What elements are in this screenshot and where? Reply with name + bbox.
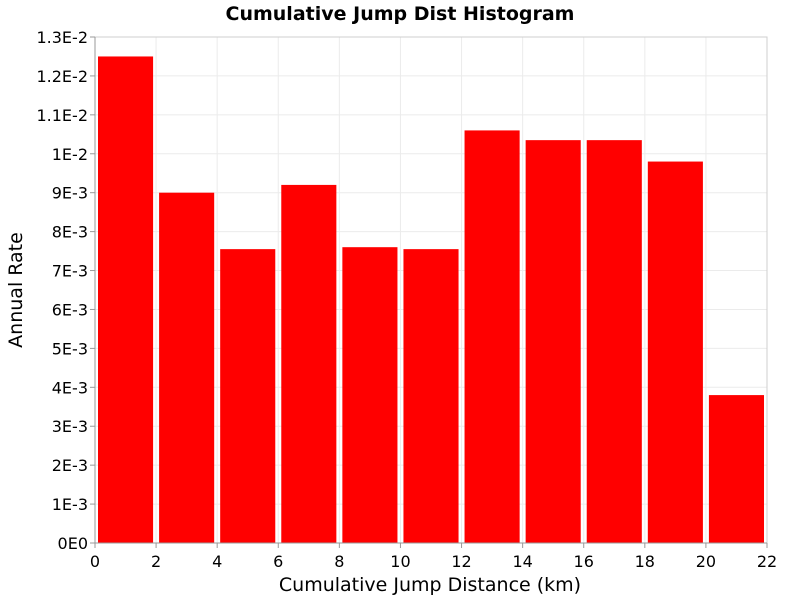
histogram-bar — [525, 140, 581, 543]
y-axis-label: Annual Rate — [5, 232, 27, 348]
y-tick-label: 6E-3 — [52, 300, 88, 319]
y-tick-label: 9E-3 — [52, 184, 88, 203]
histogram-bar — [281, 184, 337, 543]
bar-layer — [98, 56, 764, 544]
x-tick-label: 14 — [512, 552, 532, 571]
y-tick-label: 7E-3 — [52, 262, 88, 281]
x-tick-label: 0 — [90, 552, 100, 571]
y-tick-label: 4E-3 — [52, 378, 88, 397]
y-tick-label: 1E-2 — [52, 145, 88, 164]
y-tick-label: 1.2E-2 — [36, 67, 88, 86]
y-tick-label: 0E0 — [58, 534, 88, 553]
y-tick-label: 1.3E-2 — [36, 28, 88, 47]
x-tick-label: 18 — [635, 552, 655, 571]
x-tick-label: 12 — [451, 552, 471, 571]
y-tick-label: 8E-3 — [52, 223, 88, 242]
x-tick-label: 8 — [334, 552, 344, 571]
x-tick-label: 10 — [390, 552, 410, 571]
y-tick-label: 1E-3 — [52, 495, 88, 514]
histogram-bar — [159, 192, 215, 543]
histogram-bar — [464, 130, 520, 543]
x-axis-label: Cumulative Jump Distance (km) — [279, 574, 581, 596]
y-tick-label: 2E-3 — [52, 456, 88, 475]
x-tick-label: 20 — [696, 552, 716, 571]
x-tick-label: 22 — [757, 552, 777, 571]
histogram-bar — [586, 140, 642, 543]
x-tick-label: 6 — [273, 552, 283, 571]
histogram-bar — [647, 161, 703, 544]
y-tick-label: 1.1E-2 — [36, 106, 88, 125]
y-tick-label: 5E-3 — [52, 339, 88, 358]
histogram-bar — [342, 247, 398, 543]
axis-layer: 0 2 4 6 8 10 12 14 16 18 20 22 0E0 1E-3 2E-3 3E-3 4E-3 5E… — [36, 28, 777, 571]
chart-title: Cumulative Jump Dist Histogram — [226, 3, 575, 25]
histogram-bar — [220, 249, 276, 543]
histogram-bar — [708, 395, 764, 543]
histogram-bar — [403, 249, 459, 543]
x-tick-label: 2 — [151, 552, 161, 571]
y-tick-label: 3E-3 — [52, 417, 88, 436]
x-tick-label: 16 — [574, 552, 594, 571]
x-tick-label: 4 — [212, 552, 222, 571]
histogram-bar — [98, 56, 154, 543]
